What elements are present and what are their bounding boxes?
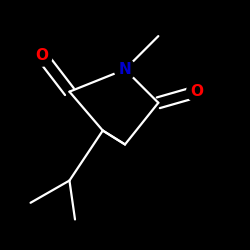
Circle shape (187, 81, 208, 102)
Circle shape (114, 59, 136, 80)
Text: O: O (191, 84, 204, 99)
Text: O: O (35, 48, 48, 63)
Text: N: N (119, 62, 132, 77)
Circle shape (31, 45, 52, 66)
